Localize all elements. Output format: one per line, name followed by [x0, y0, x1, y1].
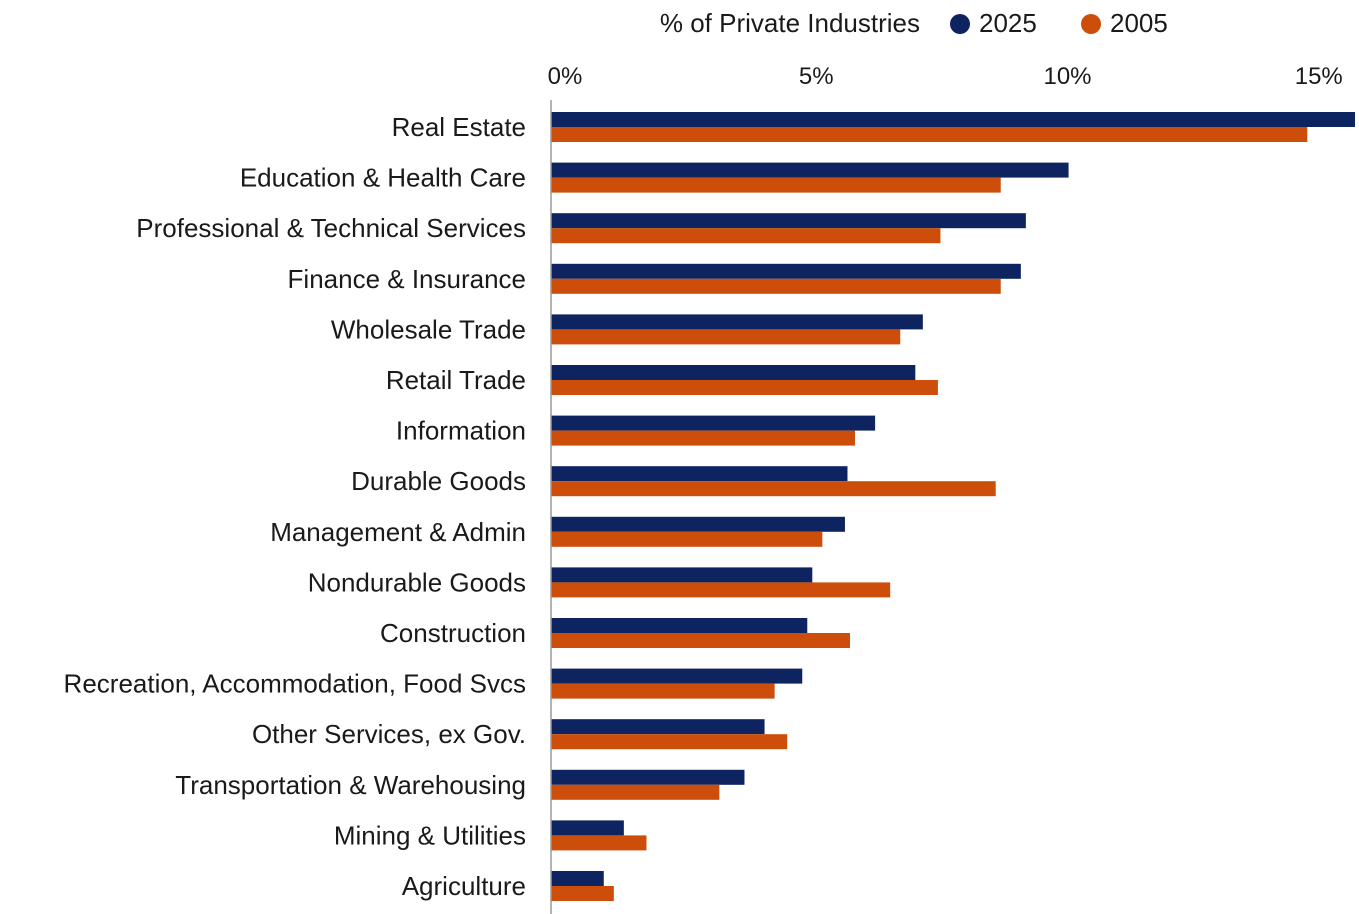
x-tick-label: 0% [548, 63, 583, 90]
bar-2025 [551, 365, 916, 380]
bar-2025 [551, 719, 765, 735]
x-tick-label: 5% [799, 63, 834, 90]
category-label: Nondurable Goods [308, 567, 526, 597]
legend-marker-2025 [950, 14, 970, 34]
bar-2005 [551, 329, 901, 345]
category-label: Other Services, ex Gov. [252, 719, 526, 749]
category-label: Education & Health Care [240, 163, 526, 193]
legend: % of Private Industries 2025 2005 [660, 8, 1168, 38]
bar-2005 [551, 784, 720, 800]
bar-2025 [551, 769, 745, 785]
x-tick-label: 10% [1043, 63, 1091, 90]
bar-2005 [551, 531, 823, 547]
category-label: Agriculture [402, 871, 526, 901]
category-labels: Real Estate Education & Health Care Profes… [64, 112, 526, 901]
bar-2025 [551, 112, 1355, 127]
bar-2005 [551, 177, 1001, 193]
bar-2025 [551, 466, 848, 482]
bar-2025 [551, 820, 624, 836]
category-label: Recreation, Accommodation, Food Svcs [64, 669, 526, 699]
legend-label-2025: 2025 [979, 8, 1037, 38]
x-tick-label: 15% [1295, 63, 1343, 90]
category-label: Real Estate [392, 112, 526, 142]
bar-2025 [551, 668, 803, 684]
category-label: Wholesale Trade [331, 314, 526, 344]
category-label: Retail Trade [386, 365, 526, 395]
bar-2005 [551, 430, 856, 446]
category-label: Management & Admin [270, 517, 526, 547]
bar-2005 [551, 835, 647, 851]
category-label: Durable Goods [351, 466, 526, 496]
category-label: Information [396, 416, 526, 446]
bar-2025 [551, 516, 845, 532]
category-label: Mining & Utilities [334, 820, 526, 850]
category-label: Finance & Insurance [288, 264, 526, 294]
bar-2025 [551, 871, 604, 886]
bar-2025 [551, 415, 876, 431]
bar-2025 [551, 567, 813, 583]
bar-2005 [551, 683, 775, 699]
bar-2005 [551, 481, 996, 497]
bar-2005 [551, 127, 1308, 142]
legend-title: % of Private Industries [660, 8, 920, 38]
bar-2025 [551, 618, 808, 633]
bar-2005 [551, 633, 850, 648]
category-label: Construction [380, 618, 526, 648]
x-axis-ticks: 0% 5% 10% 15% [548, 63, 1343, 90]
legend-label-2005: 2005 [1110, 8, 1168, 38]
bar-2025 [551, 314, 923, 330]
bar-2025 [551, 162, 1069, 178]
bar-2005 [551, 228, 941, 244]
bar-2005 [551, 886, 614, 901]
bar-2005 [551, 380, 938, 395]
category-label: Transportation & Warehousing [175, 770, 526, 800]
bar-2025 [551, 263, 1021, 279]
legend-marker-2005 [1081, 14, 1101, 34]
bar-2005 [551, 278, 1001, 294]
bar-2025 [551, 213, 1026, 229]
bars [551, 112, 1355, 901]
bar-2005 [551, 582, 891, 598]
bar-2005 [551, 734, 788, 750]
category-label: Professional & Technical Services [136, 213, 526, 243]
